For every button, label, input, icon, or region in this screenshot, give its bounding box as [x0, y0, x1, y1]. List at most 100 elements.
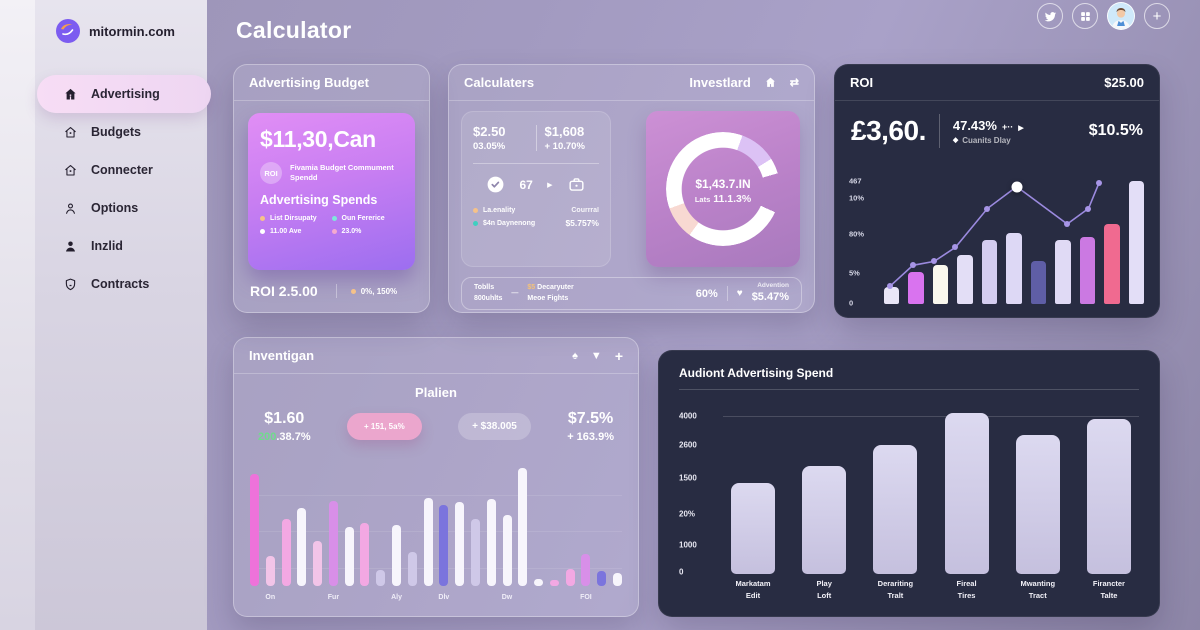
investlard-gauge-panel[interactable]: $1,43.7.IN Lats 11.1.3% — [646, 111, 800, 267]
check-circle-icon[interactable] — [486, 175, 505, 194]
x-axis-label: Fireal Tires — [956, 579, 977, 600]
sidebar-item-budgets[interactable]: Budgets — [35, 113, 207, 151]
inventigan-bar — [376, 570, 386, 586]
y-axis-label: 80% — [849, 229, 865, 239]
inventigan-header-icons: ♠ ▼ + — [572, 348, 623, 364]
audiont-bar — [944, 412, 989, 574]
inventigan-bar-slot — [360, 464, 370, 586]
stat-left: $1.60 200.38.7% — [258, 410, 311, 443]
avatar-icon — [1108, 3, 1134, 29]
advention-value: $5.47% — [751, 291, 789, 304]
sidebar: mitormin.com Advertising Budgets Connecter… — [35, 0, 211, 630]
add-button[interactable]: + — [1144, 3, 1170, 29]
roi-description: Fivamia Budget Commument Spendd — [290, 162, 394, 183]
totals-top: Toblls — [474, 284, 495, 291]
inventigan-bar — [565, 568, 575, 586]
sidebar-item-contracts[interactable]: Contracts — [35, 265, 207, 303]
roi-bar — [908, 271, 924, 304]
twitter-icon — [1044, 11, 1056, 21]
briefcase-icon[interactable] — [567, 175, 586, 194]
stat-left-green: 200 — [258, 431, 277, 443]
budget-amount: $11,30,Can — [260, 126, 376, 152]
roi-header-value: $25.00 — [1104, 75, 1144, 90]
legend-item: Oun Fererice — [331, 215, 404, 222]
y-axis-label: 10% — [849, 193, 865, 203]
inventigan-bar — [597, 571, 607, 586]
advertising-spends-legend: List Dirsupaty Oun Fererice 11.00 Ave 23.0% — [260, 215, 403, 235]
decaryuter-top: Decaryuter — [537, 284, 574, 291]
gridline — [250, 531, 622, 533]
roi-footer-range: 0%, 150% — [350, 287, 397, 296]
stat-right: $7.5% + 163.9% — [567, 410, 614, 443]
audiont-y-axis: 0 1000 20% 1500 2600 4000 — [679, 411, 719, 577]
y-axis-label: 0 — [679, 567, 684, 577]
add-chart-button[interactable]: + — [615, 348, 623, 364]
roi-side-value: $10.5% — [1088, 122, 1143, 139]
line-point — [931, 258, 938, 265]
x-axis-label: Fur — [327, 594, 340, 601]
x-axis-label: Play Loft — [816, 579, 832, 600]
stat2-delta: + 10.70% — [544, 141, 585, 152]
roi-card: ROI $25.00 £3,60. 47.43% +·· ▶ ◆ Cuanits… — [834, 64, 1160, 318]
sidebar-item-inzlid[interactable]: Inzlid — [35, 227, 207, 265]
inventigan-bar-slot: Dw — [502, 464, 512, 601]
gridline — [723, 415, 1139, 417]
legend-label: $4n Daynenong — [483, 219, 536, 227]
x-axis-label: On — [265, 594, 276, 601]
calc-stats-panel[interactable]: $2.50 03.05% $1,608 + 10.70% 67 ▶ — [461, 111, 611, 267]
stat-block-2: $1,608 + 10.70% — [545, 124, 600, 152]
heart-icon[interactable]: ♥ — [736, 288, 743, 299]
apps-grid-button[interactable] — [1072, 3, 1098, 29]
stat-left-delta: 200.38.7% — [258, 431, 311, 443]
footer-divider — [335, 284, 337, 298]
gray-pill-badge[interactable]: + $38.005 — [458, 413, 531, 440]
sidebar-item-connecter[interactable]: Connecter — [35, 151, 207, 189]
sidebar-item-advertising[interactable]: Advertising — [37, 75, 211, 113]
inventigan-bars: On Fur Aly Dlv Dw FOI — [250, 464, 622, 601]
inventigan-bar-slot — [470, 464, 480, 586]
pink-pill-badge[interactable]: + 151, 5a% — [346, 413, 422, 440]
audiont-card: Audiont Advertising Spend 0 1000 20% 1500 26… — [658, 350, 1160, 617]
inventigan-bar-slot: Dlv — [438, 464, 449, 601]
audiont-divider — [679, 389, 1139, 390]
legend-item: 23.0% — [331, 228, 404, 235]
audiont-bar-group: Markatam Edit — [731, 411, 775, 600]
plant-icon: ♠ — [572, 349, 578, 362]
line-point — [1064, 221, 1071, 228]
roi-bar — [884, 287, 900, 304]
decaryuter-bottom: Meoe Fights — [527, 294, 569, 302]
calculaters-title: Calculaters — [464, 75, 535, 90]
advertising-budget-card: Advertising Budget $11,30,Can ROI Fivami… — [233, 64, 430, 313]
twitter-button[interactable] — [1037, 3, 1063, 29]
advertising-budget-footer: ROI 2.5.00 0%, 150% — [234, 270, 429, 312]
plant-button[interactable]: ♠ — [572, 350, 578, 362]
line-point — [909, 262, 916, 269]
stat-left-value: $1.60 — [264, 410, 305, 427]
gauge-value: $1,43.7.IN — [695, 177, 751, 192]
inventigan-bar — [281, 518, 291, 586]
legend-value: $5.757% — [565, 218, 599, 228]
inventigan-bar-slot — [565, 464, 575, 586]
legend-dot-icon — [473, 220, 478, 226]
stats-divider — [535, 125, 537, 151]
dropdown-button[interactable]: ▼ — [591, 350, 602, 362]
user-avatar[interactable] — [1107, 2, 1135, 30]
sidebar-item-options[interactable]: Options — [35, 189, 207, 227]
inventigan-bar-slot — [534, 464, 544, 586]
line-point — [984, 205, 991, 212]
inventigan-bar — [470, 518, 480, 586]
legend-label: 23.0% — [341, 228, 362, 235]
inventigan-header: Inventigan ♠ ▼ + — [234, 338, 638, 374]
audiont-bar — [802, 466, 847, 574]
budget-summary-tile[interactable]: $11,30,Can ROI Fivamia Budget Commument … — [248, 113, 415, 270]
swap-button[interactable]: ⇄ — [790, 76, 799, 89]
inventigan-bar-slot — [518, 464, 528, 586]
inventigan-bar-slot — [297, 464, 307, 586]
play-icon[interactable]: ▶ — [547, 181, 553, 189]
roi-bar — [1055, 239, 1071, 304]
legend-dot-icon — [331, 229, 337, 234]
home-button[interactable] — [764, 76, 777, 89]
roi-chart: 467 10% 80% 5% 0 — [849, 175, 1147, 307]
stat-left-rest: .38.7% — [276, 431, 311, 443]
legend-label: List Dirsupaty — [270, 215, 317, 222]
